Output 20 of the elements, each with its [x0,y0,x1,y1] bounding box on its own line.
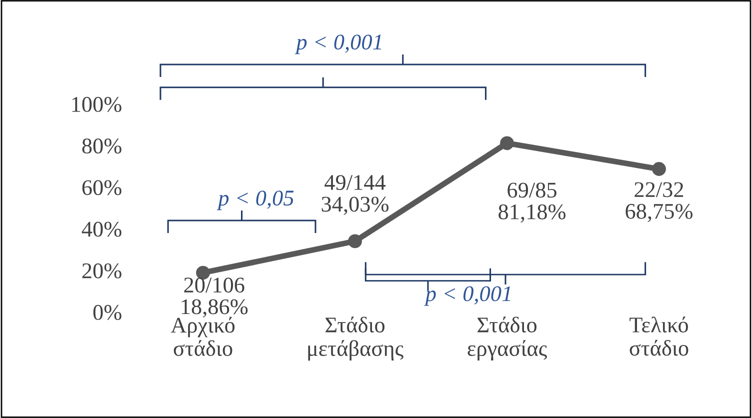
y-tick-label: 80% [82,138,122,154]
data-label: 69/85 81,18% [498,182,566,223]
data-label: 22/32 68,75% [626,182,692,222]
point [652,162,666,176]
annotation: p < 0,05 [216,190,294,210]
data-label: 20/106 18,86% [182,278,248,318]
data-label: 49/144 34,03% [322,175,388,215]
y-tick-label: 40% [82,222,122,237]
annotation: p < 0,001 [424,286,510,306]
x-tick-label: Τελικό στάδιο [630,316,688,356]
point [500,136,514,150]
y-tick-label: 60% [82,180,122,196]
y-tick-label: 100% [72,96,122,112]
x-tick-label: Στάδιο μετάβασης [308,316,404,361]
y-tick-label: 20% [82,263,122,278]
x-tick-label: Αρχικό στάδιο [170,316,235,356]
x-tick-label: Στάδιο εργασίας [468,316,547,361]
y-tick-label: 0% [93,304,122,320]
point [348,234,362,248]
text: p < 0,001 [294,34,382,54]
